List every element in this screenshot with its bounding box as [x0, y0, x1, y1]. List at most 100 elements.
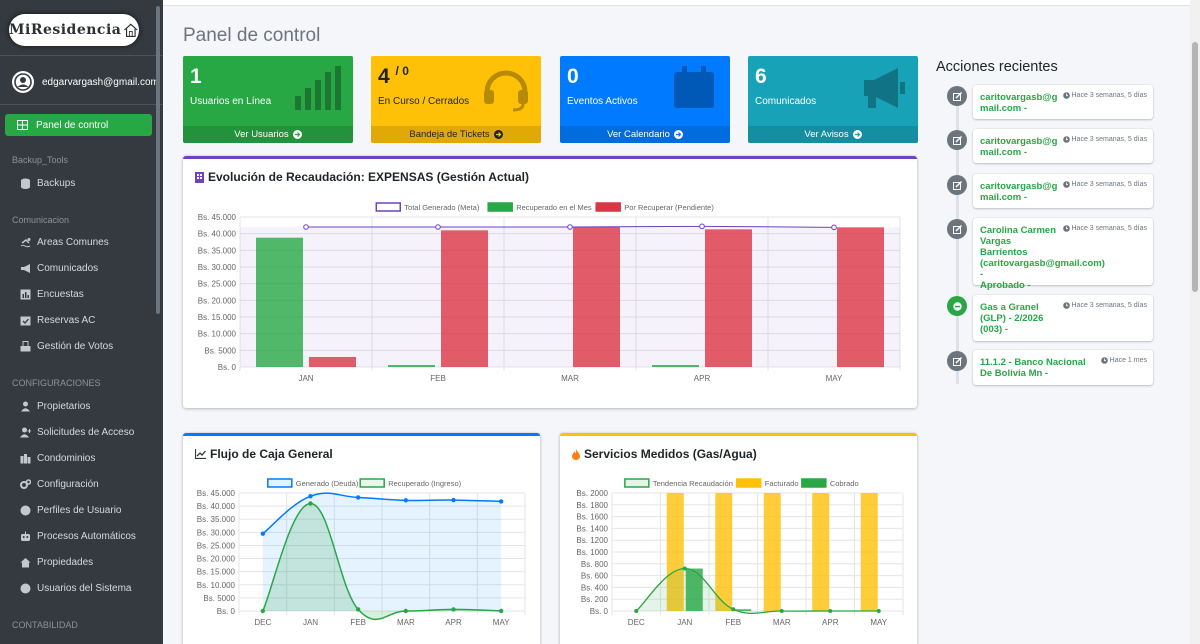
bar-pendiente[interactable]	[573, 227, 620, 367]
legend-swatch[interactable]	[267, 478, 293, 488]
sidebar-item-backups[interactable]: Backups	[19, 178, 75, 189]
data-point[interactable]	[731, 607, 736, 612]
data-point[interactable]	[260, 531, 266, 536]
bar-recuperado[interactable]	[256, 237, 303, 367]
sidebar-item-propiedades[interactable]: Propiedades	[19, 557, 93, 568]
data-point[interactable]	[682, 566, 687, 571]
recent-action-text[interactable]: Carolina Carmen Vargas Barrientos (caritova…	[980, 225, 1105, 291]
bar-pendiente[interactable]	[837, 227, 884, 367]
sidebar-item-usuarios-del-sistema[interactable]: Usuarios del Sistema	[19, 583, 131, 594]
recent-action-text[interactable]: caritovargasb@g mail.com -	[980, 181, 1058, 203]
data-point[interactable]	[355, 495, 361, 500]
data-point[interactable]	[403, 608, 409, 614]
y-tick-label: Bs. 10.000	[197, 581, 236, 590]
recent-action-text[interactable]: caritovargasb@g mail.com -	[980, 136, 1058, 158]
recent-action-text[interactable]: Gas a Granel (GLP) - 2/2026 (003) -	[980, 302, 1044, 335]
data-point[interactable]	[308, 493, 313, 499]
recent-action-item[interactable]: 11.1.2 - Banco Nacional De Bolivia Mn - Ha…	[973, 350, 1153, 385]
legend-label[interactable]: Tendencia Recaudación	[653, 479, 733, 488]
bar-pendiente[interactable]	[441, 230, 488, 367]
legend-swatch[interactable]	[375, 202, 402, 212]
recent-action-text[interactable]: caritovargasb@g mail.com -	[980, 92, 1058, 114]
recent-action-item[interactable]: caritovargasb@g mail.com - Hace 3 semanas,…	[973, 85, 1153, 119]
legend-label[interactable]: Total Generado (Meta)	[404, 203, 480, 212]
x-tick-label: JAN	[303, 618, 318, 627]
legend-swatch[interactable]	[359, 478, 385, 488]
bar-recuperado[interactable]	[388, 365, 435, 367]
point-meta[interactable]	[303, 224, 309, 230]
recent-action-item[interactable]: caritovargasb@g mail.com - Hace 3 semanas,…	[973, 129, 1153, 163]
legend-label[interactable]: Generado (Deuda)	[296, 479, 359, 488]
bar-facturado[interactable]	[666, 493, 684, 611]
legend-swatch[interactable]	[736, 478, 762, 488]
sidebar-item-propietarios[interactable]: Propietarios	[19, 401, 90, 412]
y-tick-label: Bs. 20.000	[197, 555, 236, 564]
stat-more-info-link[interactable]: Ver Avisos	[748, 126, 918, 143]
legend-swatch[interactable]	[487, 202, 513, 212]
data-point[interactable]	[403, 498, 409, 503]
sidebar-scrollbar[interactable]	[156, 6, 160, 314]
data-point[interactable]	[498, 608, 504, 614]
legend-swatch[interactable]	[595, 202, 621, 212]
page-scrollbar[interactable]	[1190, 0, 1200, 644]
sidebar-item-procesos-automáticos[interactable]: Procesos Automáticos	[19, 531, 136, 542]
data-point[interactable]	[498, 499, 504, 504]
legend-swatch[interactable]	[624, 478, 650, 488]
legend-swatch[interactable]	[801, 478, 827, 488]
bar-recuperado[interactable]	[652, 365, 699, 367]
point-meta[interactable]	[435, 224, 441, 230]
sidebar-item-solicitudes-de-acceso[interactable]: Solicitudes de Acceso	[19, 427, 134, 438]
data-point[interactable]	[451, 497, 456, 503]
data-point[interactable]	[634, 609, 639, 613]
stat-box-4: 6 Comunicados Ver Avisos	[748, 56, 918, 143]
sidebar-section-header: CONTABILIDAD	[12, 620, 78, 630]
stat-more-info-link[interactable]: Bandeja de Tickets	[371, 126, 541, 143]
data-point[interactable]	[451, 607, 456, 612]
point-meta[interactable]	[831, 224, 837, 231]
point-meta[interactable]	[699, 223, 705, 230]
recent-action-item[interactable]: caritovargasb@g mail.com - Hace 3 semanas,…	[973, 174, 1153, 208]
stat-more-info-link[interactable]: Ver Usuarios	[183, 126, 353, 143]
user-panel[interactable]: edgarvargash@gmail.com	[12, 71, 159, 93]
y-tick-label: Bs. 30.000	[197, 528, 236, 537]
recent-action-text[interactable]: 11.1.2 - Banco Nacional De Bolivia Mn -	[980, 357, 1086, 379]
bar-cobrado[interactable]	[734, 609, 752, 611]
bar-cobrado[interactable]	[685, 568, 703, 611]
brand-logo[interactable]: MiResidencia	[9, 14, 139, 46]
data-point[interactable]	[828, 609, 833, 613]
data-point[interactable]	[876, 609, 881, 613]
legend-label[interactable]: Por Recuperar (Pendiente)	[624, 203, 714, 212]
sidebar-item-comunicados[interactable]: Comunicados	[19, 263, 98, 274]
bar-facturado[interactable]	[715, 493, 733, 611]
sidebar-item-gestión-de-votos[interactable]: Gestión de Votos	[19, 341, 113, 352]
legend-label[interactable]: Recuperado (Ingreso)	[388, 479, 461, 488]
x-tick-label: JAN	[298, 374, 313, 383]
stat-more-info-link[interactable]: Ver Calendario	[560, 126, 730, 143]
sidebar-item-reservas-ac[interactable]: Reservas AC	[19, 315, 95, 326]
recent-action-item[interactable]: Carolina Carmen Vargas Barrientos (caritova…	[973, 218, 1153, 291]
sidebar-item-panel-de-control[interactable]: Panel de control	[5, 114, 152, 136]
bar-pendiente[interactable]	[309, 357, 356, 367]
sidebar-item-areas-comunes[interactable]: Areas Comunes	[19, 237, 109, 248]
bar-facturado[interactable]	[812, 493, 830, 611]
sidebar-item-configuración[interactable]: Configuración	[19, 479, 99, 490]
data-point[interactable]	[260, 608, 266, 614]
point-meta[interactable]	[567, 224, 573, 230]
page-scrollbar-thumb[interactable]	[1192, 42, 1198, 292]
sidebar-item-encuestas[interactable]: Encuestas	[19, 289, 84, 300]
stat-label: Eventos Activos	[567, 96, 638, 107]
sidebar-item-condominios[interactable]: Condominios	[19, 453, 95, 464]
bar-pendiente[interactable]	[705, 229, 752, 367]
recent-action-item[interactable]: Gas a Granel (GLP) - 2/2026 (003) - Hace 3 …	[973, 295, 1153, 341]
legend-label[interactable]: Recuperado en el Mes	[516, 203, 592, 212]
y-tick-label: Bs. 2000	[576, 489, 608, 498]
sidebar-item-perfiles-de-usuario[interactable]: Perfiles de Usuario	[19, 505, 121, 516]
bar-facturado[interactable]	[763, 493, 781, 611]
data-point[interactable]	[355, 607, 361, 612]
data-point[interactable]	[779, 609, 784, 613]
data-point[interactable]	[308, 501, 313, 506]
bar-facturado[interactable]	[860, 493, 878, 611]
legend-label[interactable]: Facturado	[765, 479, 799, 488]
main-content: Panel de control 1 Usuarios en Línea Ver …	[163, 0, 1200, 644]
legend-label[interactable]: Cobrado	[830, 479, 859, 488]
